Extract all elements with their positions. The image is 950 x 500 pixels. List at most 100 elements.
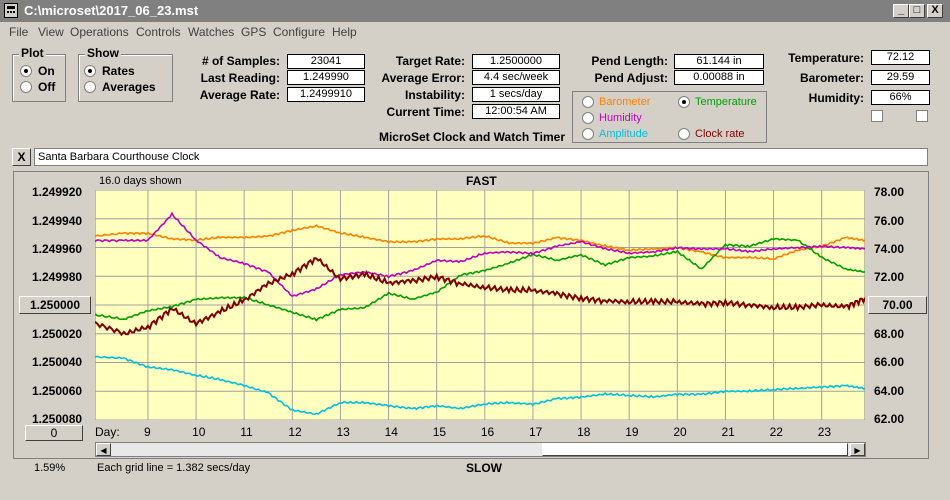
minimize-button[interactable]: _ xyxy=(893,4,909,18)
show-rates-label: Rates xyxy=(102,64,135,78)
barometer-series-line xyxy=(95,224,865,261)
instability-label: Instability: xyxy=(404,88,465,102)
rate-chart xyxy=(95,190,865,420)
close-button[interactable]: X xyxy=(927,4,943,18)
temperature-label: Temperature: xyxy=(788,51,864,65)
current-time-label: Current Time: xyxy=(386,105,465,119)
day-tick-label: 13 xyxy=(336,425,350,439)
target-rate-label: Target Rate: xyxy=(395,54,465,68)
humidity-field: 66% xyxy=(871,90,930,105)
humidity-series-line xyxy=(95,211,865,298)
barometer-checkbox[interactable] xyxy=(871,110,883,122)
clock-rate-radio[interactable] xyxy=(678,128,690,140)
target-rate-field: 1.2500000 xyxy=(472,54,560,69)
scroll-left-arrow-icon[interactable]: ◀ xyxy=(96,443,111,456)
y-right-tick: 62.00 xyxy=(874,412,905,426)
show-rates-radio[interactable] xyxy=(84,65,96,77)
day-tick-label: 12 xyxy=(288,425,302,439)
y-right-tick: 76.00 xyxy=(874,214,905,228)
day-tick-label: 20 xyxy=(673,425,687,439)
barometer-option-label: Barometer xyxy=(599,96,651,108)
show-averages-label: Averages xyxy=(102,80,156,94)
temperature-series-line xyxy=(95,237,865,322)
humidity-option-label: Humidity xyxy=(599,112,642,124)
y-right-tick: 66.00 xyxy=(874,355,905,369)
grid-note: Each grid line = 1.382 secs/day xyxy=(97,462,251,474)
y-left-tick: 1.250020 xyxy=(32,327,83,341)
plot-on-radio[interactable] xyxy=(20,65,32,77)
plot-off-radio[interactable] xyxy=(20,81,32,93)
day-tick-label: 11 xyxy=(240,425,253,439)
maximize-button[interactable]: □ xyxy=(909,4,925,18)
menu-bar: File View Operations Controls Watches GP… xyxy=(0,22,950,42)
last-reading-label: Last Reading: xyxy=(200,71,280,85)
y-right-tick: 64.00 xyxy=(874,384,905,398)
y-right-tick: 78.00 xyxy=(874,185,905,199)
temperature-option-label: Temperature xyxy=(695,96,757,108)
app-caption: MicroSet Clock and Watch Timer xyxy=(378,130,565,144)
show-averages-radio[interactable] xyxy=(84,81,96,93)
day-tick-label: 19 xyxy=(625,425,639,439)
y-left-tick: 1.249940 xyxy=(32,214,83,228)
instability-field: 1 secs/day xyxy=(472,87,560,102)
humidity-checkbox[interactable] xyxy=(916,110,928,122)
day-axis-label: Day: xyxy=(95,425,120,439)
pend-length-field: 61.144 in xyxy=(674,54,764,69)
pend-adjust-field: 0.00088 in xyxy=(674,70,764,85)
menu-watches[interactable]: Watches xyxy=(188,25,235,39)
plot-frame xyxy=(13,171,929,459)
humidity-radio[interactable] xyxy=(582,112,594,124)
temperature-radio[interactable] xyxy=(678,96,690,108)
day-tick-label: 10 xyxy=(192,425,206,439)
average-rate-label: Average Rate: xyxy=(199,88,280,102)
menu-file[interactable]: File xyxy=(9,25,29,39)
day-tick-label: 16 xyxy=(480,425,495,439)
day-axis: 9 10 11 12 13 14 15 16 17 18 19 20 21 22 23 xyxy=(0,425,950,439)
zoom-percent: 1.59% xyxy=(34,462,66,474)
day-tick-label: 17 xyxy=(528,425,543,439)
amplitude-series-line xyxy=(95,355,865,416)
plot-group: Plot xyxy=(12,46,66,102)
y-left-tick: 1.250080 xyxy=(32,412,83,426)
amplitude-radio[interactable] xyxy=(582,128,594,140)
temperature-scale-button[interactable]: 70.00 xyxy=(868,296,927,314)
show-group: Show xyxy=(78,46,173,102)
remove-clock-button[interactable]: X xyxy=(12,148,31,166)
y-left-tick: 1.250040 xyxy=(32,355,83,369)
day-tick-label: 21 xyxy=(721,425,735,439)
current-time-field: 12:00:54 AM xyxy=(472,104,560,119)
amplitude-option-label: Amplitude xyxy=(599,128,648,140)
sensor-selector xyxy=(572,91,767,143)
scroll-right-arrow-icon[interactable]: ▶ xyxy=(850,443,865,456)
day-tick-label: 22 xyxy=(769,425,783,439)
day-tick-label: 23 xyxy=(817,425,832,439)
title-bar: C:\microset\2017_06_23.mst _ □ X xyxy=(0,0,950,22)
menu-help[interactable]: Help xyxy=(332,25,357,39)
rate-reset-button[interactable]: 1.250000 xyxy=(19,296,91,314)
menu-configure[interactable]: Configure xyxy=(273,25,326,39)
pend-adjust-label: Pend Adjust: xyxy=(594,71,668,85)
humidity-label: Humidity: xyxy=(808,91,864,105)
scroll-thumb[interactable] xyxy=(542,443,848,456)
menu-controls[interactable]: Controls xyxy=(136,25,181,39)
samples-field: 23041 xyxy=(287,54,365,69)
barometer-radio[interactable] xyxy=(582,96,594,108)
barometer-label: Barometer: xyxy=(799,71,864,85)
y-left-tick: 1.249980 xyxy=(32,270,83,284)
menu-view[interactable]: View xyxy=(38,25,64,39)
plot-group-label: Plot xyxy=(19,46,46,60)
offset-button[interactable]: 0 xyxy=(25,425,83,441)
clock-rate-series-line xyxy=(95,257,865,337)
horizontal-scrollbar[interactable]: ◀ ▶ xyxy=(95,442,866,457)
day-tick-label: 9 xyxy=(143,425,151,439)
day-tick-label: 15 xyxy=(432,425,447,439)
day-tick-label: 14 xyxy=(384,425,398,439)
temperature-field: 72.12 xyxy=(871,50,930,65)
clock-name-field[interactable]: Santa Barbara Courthouse Clock xyxy=(34,148,928,166)
menu-operations[interactable]: Operations xyxy=(70,25,129,39)
barometer-field: 29.59 xyxy=(871,70,930,85)
samples-label: # of Samples: xyxy=(201,54,280,68)
plot-on-label: On xyxy=(38,64,55,78)
menu-gps[interactable]: GPS xyxy=(241,25,267,39)
clock-rate-option-label: Clock rate xyxy=(695,128,745,140)
